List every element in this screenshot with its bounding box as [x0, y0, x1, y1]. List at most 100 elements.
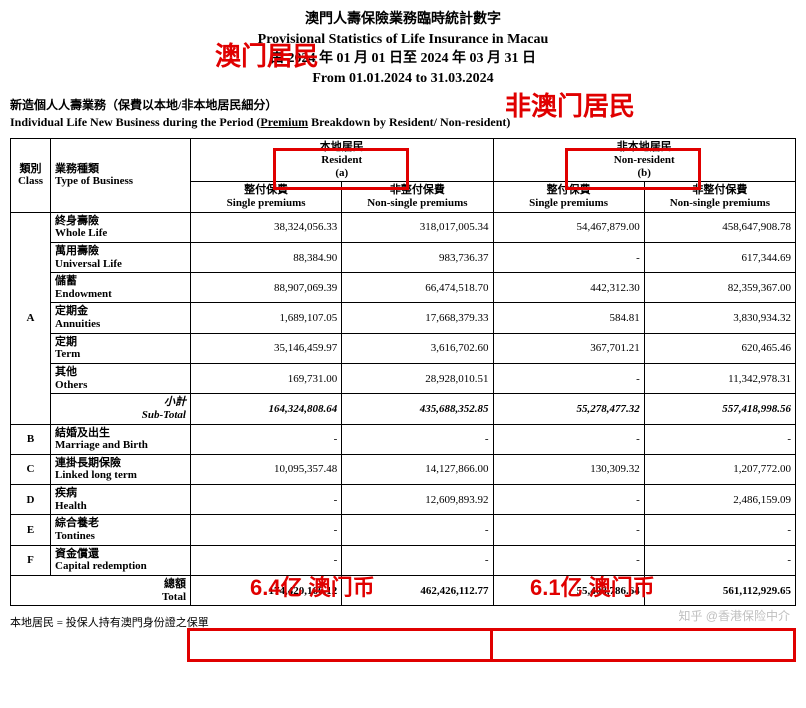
value-cell: 12,609,893.92 — [342, 485, 493, 515]
col-nonresident: 非本地居民Non-resident(b) — [493, 139, 796, 182]
value-cell: - — [342, 545, 493, 575]
value-cell: - — [493, 515, 644, 545]
value-cell: - — [493, 242, 644, 272]
total-cell: 561,112,929.65 — [644, 575, 795, 605]
type-cell: 定期金Annuities — [51, 303, 191, 333]
value-cell: 14,127,866.00 — [342, 454, 493, 484]
watermark: 知乎 @香港保险中介 — [678, 607, 790, 624]
type-cell: 定期Term — [51, 333, 191, 363]
value-cell: 318,017,005.34 — [342, 212, 493, 242]
value-cell: 54,467,879.00 — [493, 212, 644, 242]
col-resident: 本地居民Resident(a) — [191, 139, 494, 182]
value-cell: 584.81 — [493, 303, 644, 333]
value-cell: 164,324,808.64 — [191, 394, 342, 424]
table-row: C連掛長期保險Linked long term10,095,357.4814,1… — [11, 454, 796, 484]
table-row: 其他Others169,731.0028,928,010.51-11,342,9… — [11, 363, 796, 393]
type-cell: 其他Others — [51, 363, 191, 393]
value-cell: 367,701.21 — [493, 333, 644, 363]
value-cell: 1,207,772.00 — [644, 454, 795, 484]
value-cell: 442,312.30 — [493, 273, 644, 303]
value-cell: 458,647,908.78 — [644, 212, 795, 242]
value-cell: - — [191, 515, 342, 545]
period-zh: 由 2024 年 01 月 01 日至 2024 年 03 月 31 日 — [10, 49, 796, 69]
value-cell: 435,688,352.85 — [342, 394, 493, 424]
value-cell: - — [493, 363, 644, 393]
class-cell: B — [11, 424, 51, 454]
value-cell: 3,830,934.32 — [644, 303, 795, 333]
value-cell: 17,668,379.33 — [342, 303, 493, 333]
section-title-zh: 新造個人人壽業務（保費以本地/非本地居民細分） — [10, 96, 796, 113]
type-cell: 綜合養老Tontines — [51, 515, 191, 545]
document-header: 澳門人壽保險業務臨時統計數字 Provisional Statistics of… — [10, 10, 796, 88]
value-cell: 2,486,159.09 — [644, 485, 795, 515]
value-cell: 557,418,998.56 — [644, 394, 795, 424]
value-cell: 38,324,056.33 — [191, 212, 342, 242]
value-cell: - — [493, 424, 644, 454]
value-cell: 620,465.46 — [644, 333, 795, 363]
value-cell: 1,689,107.05 — [191, 303, 342, 333]
title-en: Provisional Statistics of Life Insurance… — [10, 30, 796, 50]
type-cell: 疾病Health — [51, 485, 191, 515]
value-cell: 35,146,459.97 — [191, 333, 342, 363]
table-row: 小計Sub-Total164,324,808.64435,688,352.855… — [11, 394, 796, 424]
value-cell: - — [342, 515, 493, 545]
col-res-nsp: 非整付保費Non-single premiums — [342, 182, 493, 212]
type-cell: 結婚及出生Marriage and Birth — [51, 424, 191, 454]
value-cell: 88,907,069.39 — [191, 273, 342, 303]
class-cell: C — [11, 454, 51, 484]
value-cell: - — [191, 485, 342, 515]
value-cell: 82,359,367.00 — [644, 273, 795, 303]
period-en: From 01.01.2024 to 31.03.2024 — [10, 69, 796, 89]
class-cell: D — [11, 485, 51, 515]
value-cell: 11,342,978.31 — [644, 363, 795, 393]
value-cell: 983,736.37 — [342, 242, 493, 272]
table-row: E綜合養老Tontines---- — [11, 515, 796, 545]
type-cell: 連掛長期保險Linked long term — [51, 454, 191, 484]
value-cell: - — [644, 424, 795, 454]
class-cell: A — [11, 212, 51, 424]
table-row: 萬用壽險Universal Life88,384.90983,736.37-61… — [11, 242, 796, 272]
value-cell: - — [342, 424, 493, 454]
data-table: 類別Class 業務種類Type of Business 本地居民Residen… — [10, 138, 796, 606]
col-nres-nsp: 非整付保費Non-single premiums — [644, 182, 795, 212]
value-cell: 617,344.69 — [644, 242, 795, 272]
value-cell: 55,278,477.32 — [493, 394, 644, 424]
table-row: D疾病Health-12,609,893.92-2,486,159.09 — [11, 485, 796, 515]
value-cell: - — [191, 424, 342, 454]
type-cell: 小計Sub-Total — [51, 394, 191, 424]
col-type: 業務種類Type of Business — [51, 139, 191, 212]
type-cell: 資金償還Capital redemption — [51, 545, 191, 575]
type-cell: 萬用壽險Universal Life — [51, 242, 191, 272]
total-row: 總額Total174,420,166.12462,426,112.7755,40… — [11, 575, 796, 605]
value-cell: - — [644, 515, 795, 545]
table-row: 儲蓄Endowment88,907,069.3966,474,518.70442… — [11, 273, 796, 303]
box-total-nonresident — [490, 628, 796, 662]
col-res-sp: 整付保費Single premiums — [191, 182, 342, 212]
value-cell: - — [493, 485, 644, 515]
value-cell: 28,928,010.51 — [342, 363, 493, 393]
value-cell: 130,309.32 — [493, 454, 644, 484]
total-cell: 462,426,112.77 — [342, 575, 493, 605]
type-cell: 終身壽險Whole Life — [51, 212, 191, 242]
table-row: 定期Term35,146,459.973,616,702.60367,701.2… — [11, 333, 796, 363]
value-cell: 169,731.00 — [191, 363, 342, 393]
value-cell: 66,474,518.70 — [342, 273, 493, 303]
table-row: 定期金Annuities1,689,107.0517,668,379.33584… — [11, 303, 796, 333]
box-total-resident — [187, 628, 493, 662]
table-row: B結婚及出生Marriage and Birth---- — [11, 424, 796, 454]
col-class: 類別Class — [11, 139, 51, 212]
value-cell: - — [493, 545, 644, 575]
title-zh: 澳門人壽保險業務臨時統計數字 — [10, 10, 796, 30]
value-cell: - — [644, 545, 795, 575]
value-cell: 88,384.90 — [191, 242, 342, 272]
total-cell: 174,420,166.12 — [191, 575, 342, 605]
total-cell: 55,408,786.64 — [493, 575, 644, 605]
class-cell: E — [11, 515, 51, 545]
type-cell: 儲蓄Endowment — [51, 273, 191, 303]
col-nres-sp: 整付保費Single premiums — [493, 182, 644, 212]
total-label: 總額Total — [11, 575, 191, 605]
table-row: A終身壽險Whole Life38,324,056.33318,017,005.… — [11, 212, 796, 242]
value-cell: 10,095,357.48 — [191, 454, 342, 484]
class-cell: F — [11, 545, 51, 575]
table-row: F資金償還Capital redemption---- — [11, 545, 796, 575]
